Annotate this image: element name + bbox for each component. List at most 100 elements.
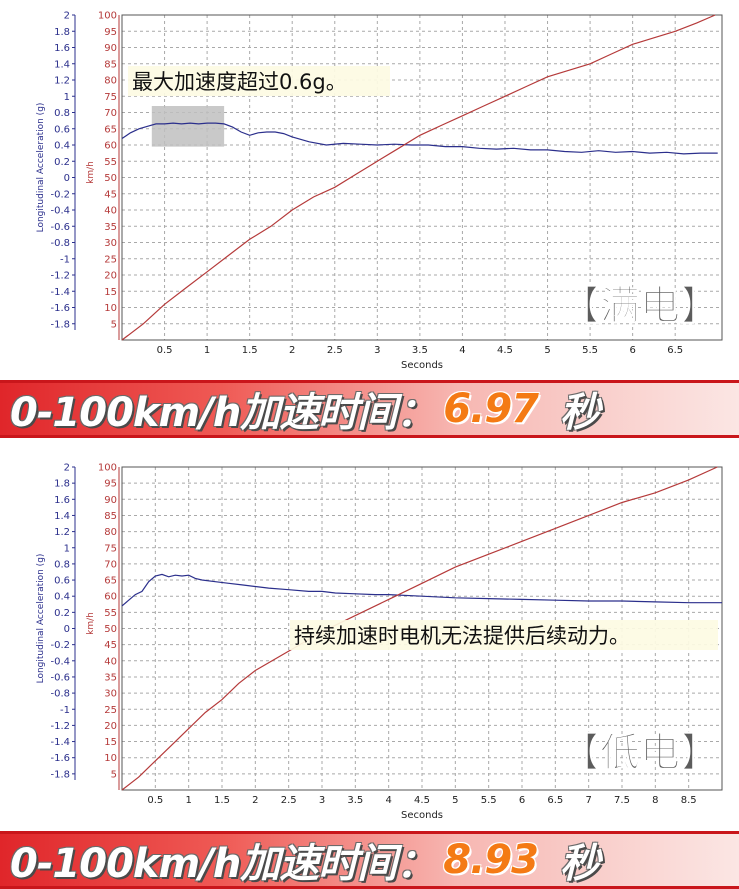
right-tick-label: 75	[104, 543, 117, 554]
left-tick-label: -0.2	[50, 640, 70, 651]
right-tick-label: 45	[104, 640, 117, 651]
acceleration-line	[121, 122, 718, 155]
annotation-text: 最大加速度超过0.6g。	[132, 70, 347, 94]
speed-line	[121, 466, 718, 791]
left-tick-label: -0.6	[50, 222, 70, 233]
plot-frame	[121, 466, 723, 791]
left-tick-label: 0.2	[54, 608, 70, 619]
left-tick-label: -1	[60, 254, 70, 265]
right-tick-label: 50	[104, 173, 117, 184]
x-tick-label: 6	[629, 345, 635, 356]
right-tick-label: 100	[98, 11, 117, 22]
x-tick-label: 7	[585, 795, 591, 806]
left-axis-title: Longitudinal Acceleration (g)	[36, 103, 46, 233]
right-tick-label: 90	[104, 495, 117, 506]
banner-label: 0-100km/h加速时间：	[10, 841, 436, 887]
result-banner-full-charge: 0-100km/h加速时间： 6.97 秒	[0, 380, 739, 438]
x-tick-label: 3	[319, 795, 325, 806]
x-axis-title: Seconds	[401, 360, 443, 371]
left-tick-label: 0.8	[54, 108, 70, 119]
right-tick-label: 60	[104, 141, 117, 152]
x-tick-label: 6	[519, 795, 525, 806]
banner-unit: 秒	[560, 841, 600, 887]
right-tick-label: 40	[104, 656, 117, 667]
left-tick-label: 1.6	[54, 43, 70, 54]
right-tick-label: 35	[104, 672, 117, 683]
right-axis-title: km/h	[86, 161, 96, 184]
x-tick-label: 2	[289, 345, 295, 356]
annotation-text: 持续加速时电机无法提供后续动力。	[294, 624, 630, 648]
right-tick-label: 80	[104, 76, 117, 87]
right-tick-label: 20	[104, 721, 117, 732]
x-tick-label: 8.5	[681, 795, 697, 806]
x-tick-label: 4	[385, 795, 391, 806]
right-axis-title: km/h	[86, 612, 96, 635]
left-tick-label: 1.2	[54, 76, 70, 87]
left-tick-label: 0	[64, 173, 70, 184]
x-tick-label: 4.5	[414, 795, 430, 806]
left-tick-label: 1.4	[54, 511, 70, 522]
left-tick-label: -1.4	[50, 287, 70, 298]
x-tick-label: 1.5	[214, 795, 230, 806]
left-tick-label: 0.4	[54, 592, 70, 603]
x-tick-label: 5	[544, 345, 550, 356]
left-tick-label: 1.2	[54, 527, 70, 538]
x-tick-label: 6.5	[667, 345, 683, 356]
x-tick-label: 4.5	[497, 345, 513, 356]
right-tick-label: 45	[104, 189, 117, 200]
acceleration-line	[121, 573, 722, 607]
left-tick-label: 1	[64, 92, 70, 103]
right-tick-label: 15	[104, 287, 117, 298]
x-tick-label: 4	[459, 345, 465, 356]
left-tick-label: -1.6	[50, 303, 70, 314]
left-tick-label: -1.8	[50, 769, 70, 780]
left-tick-label: -0.4	[50, 206, 70, 217]
right-tick-label: 55	[104, 608, 117, 619]
right-tick-label: 15	[104, 737, 117, 748]
x-tick-label: 0.5	[147, 795, 163, 806]
banner-value: 8.93	[443, 837, 539, 883]
right-tick-label: 100	[98, 463, 117, 474]
right-tick-label: 70	[104, 559, 117, 570]
left-tick-label: 2	[64, 11, 70, 22]
x-tick-label: 1	[185, 795, 191, 806]
left-tick-label: -1.2	[50, 271, 70, 282]
right-tick-label: 30	[104, 238, 117, 249]
right-tick-label: 65	[104, 576, 117, 587]
left-tick-label: -0.8	[50, 689, 70, 700]
left-tick-label: 1.4	[54, 59, 70, 70]
right-tick-label: 50	[104, 624, 117, 635]
x-tick-label: 2	[252, 795, 258, 806]
x-tick-label: 2.5	[327, 345, 343, 356]
charge-state-badge: 【低电】	[560, 730, 720, 776]
right-tick-label: 25	[104, 705, 117, 716]
chart-low-charge: 2 1.8 1.6 1.4 1.2 1 0.8 0.6 0.4 0.2 0 -0.2 -0.4 -0.6 -…	[36, 463, 723, 821]
right-tick-label: 25	[104, 254, 117, 265]
x-tick-label: 5.5	[582, 345, 598, 356]
right-tick-label: 90	[104, 43, 117, 54]
left-tick-label: 0.2	[54, 157, 70, 168]
left-tick-label: -1.6	[50, 753, 70, 764]
banner-unit: 秒	[560, 390, 600, 436]
left-tick-label: 1.6	[54, 495, 70, 506]
left-tick-label: -1.4	[50, 737, 70, 748]
x-tick-label: 1	[204, 345, 210, 356]
right-tick-label: 55	[104, 157, 117, 168]
right-tick-label: 35	[104, 222, 117, 233]
x-tick-label: 0.5	[157, 345, 173, 356]
right-tick-label: 40	[104, 206, 117, 217]
annotation-bg	[128, 66, 390, 96]
right-tick-label: 95	[104, 479, 117, 490]
x-tick-label: 6.5	[547, 795, 563, 806]
left-tick-label: 0	[64, 624, 70, 635]
left-tick-label: -1.2	[50, 721, 70, 732]
right-tick-label: 75	[104, 92, 117, 103]
x-tick-label: 5.5	[481, 795, 497, 806]
left-tick-label: -0.8	[50, 238, 70, 249]
left-tick-label: 1	[64, 543, 70, 554]
plot-area: 2 1.8 1.6 1.4 1.2 1 0.8 0.6 0.4 0.2 0 -0.2 -0.4 -0.6 -…	[36, 463, 723, 821]
left-tick-label: -1.8	[50, 319, 70, 330]
left-tick-label: 2	[64, 463, 70, 474]
speed-line	[121, 14, 716, 341]
right-tick-label: 60	[104, 592, 117, 603]
